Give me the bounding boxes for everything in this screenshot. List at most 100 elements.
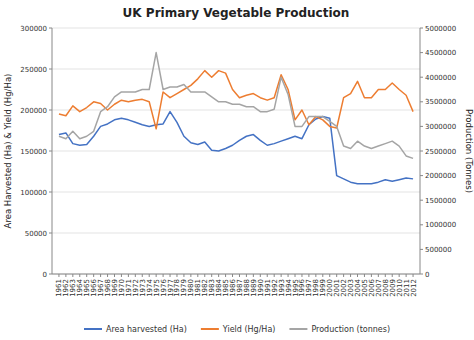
x-tick (211, 274, 212, 277)
x-tick (301, 274, 302, 277)
plot-area (59, 53, 413, 184)
x-tick (308, 274, 309, 277)
y-tick-label: 250000 (20, 66, 47, 74)
y2-tick-label: 2500000 (425, 148, 456, 156)
y2-tick (420, 101, 423, 102)
x-tick (406, 274, 407, 277)
x-tick (371, 274, 372, 277)
x-tick (413, 274, 414, 277)
x-tick (295, 274, 296, 277)
y-tick-label: 50000 (25, 230, 47, 238)
y2-tick (420, 175, 423, 176)
x-tick (288, 274, 289, 277)
grid-line (52, 69, 420, 70)
x-tick (197, 274, 198, 277)
x-tick (58, 274, 59, 277)
y-tick-label: 200000 (20, 107, 47, 115)
grid-line (52, 28, 420, 29)
x-tick (100, 274, 101, 277)
x-tick (385, 274, 386, 277)
y-tick-label: 100000 (20, 189, 47, 197)
x-tick (79, 274, 80, 277)
grid-line (52, 233, 420, 234)
legend-swatch (289, 328, 307, 330)
y-tick (49, 274, 52, 275)
chart: 0500001000001500002000002500003000000500… (0, 0, 474, 340)
x-tick (392, 274, 393, 277)
x-tick (357, 274, 358, 277)
y2-tick-label: 2000000 (425, 172, 456, 180)
y2-tick-label: 1000000 (425, 221, 456, 229)
legend-swatch (201, 328, 219, 330)
x-tick (204, 274, 205, 277)
x-tick (267, 274, 268, 277)
grid-line (52, 192, 420, 193)
y-tick-label: 0 (43, 271, 47, 279)
x-tick (142, 274, 143, 277)
y2-tick (420, 274, 423, 275)
y2-tick (420, 77, 423, 78)
series-line (59, 53, 413, 159)
legend-swatch (84, 328, 102, 330)
x-tick (350, 274, 351, 277)
y-tick (49, 192, 52, 193)
y2-tick (420, 52, 423, 53)
x-tick (246, 274, 247, 277)
legend-item: Area harvested (Ha) (84, 325, 187, 334)
x-tick (329, 274, 330, 277)
x-tick (378, 274, 379, 277)
y-tick (49, 28, 52, 29)
y2-tick (420, 151, 423, 152)
y-tick (49, 151, 52, 152)
x-tick (176, 274, 177, 277)
x-tick (281, 274, 282, 277)
x-tick (239, 274, 240, 277)
x-tick (218, 274, 219, 277)
x-tick-label: 2012 (410, 279, 418, 297)
x-tick (190, 274, 191, 277)
y-tick (49, 69, 52, 70)
y-tick (49, 233, 52, 234)
x-tick (364, 274, 365, 277)
x-tick (183, 274, 184, 277)
x-tick (135, 274, 136, 277)
y2-tick-label: 500000 (425, 246, 452, 254)
x-tick (343, 274, 344, 277)
x-tick (107, 274, 108, 277)
y2-tick (420, 126, 423, 127)
x-tick (65, 274, 66, 277)
y-tick (49, 110, 52, 111)
legend-label: Yield (Hg/Ha) (222, 325, 276, 334)
x-tick (114, 274, 115, 277)
y2-tick (420, 200, 423, 201)
y2-tick (420, 28, 423, 29)
y2-tick (420, 224, 423, 225)
x-tick (399, 274, 400, 277)
x-tick (225, 274, 226, 277)
x-tick (253, 274, 254, 277)
x-tick (163, 274, 164, 277)
x-tick (232, 274, 233, 277)
y2-tick (420, 249, 423, 250)
x-tick (93, 274, 94, 277)
x-tick (128, 274, 129, 277)
y2-tick-label: 3500000 (425, 98, 456, 106)
x-tick (336, 274, 337, 277)
x-tick (156, 274, 157, 277)
legend-item: Yield (Hg/Ha) (201, 325, 276, 334)
x-tick (121, 274, 122, 277)
y2-tick-label: 0 (425, 271, 429, 279)
legend: Area harvested (Ha) Yield (Hg/Ha) Producti… (84, 325, 390, 334)
y2-tick-label: 3000000 (425, 123, 456, 131)
series-line (59, 112, 413, 184)
x-tick (322, 274, 323, 277)
y-tick-label: 300000 (20, 25, 47, 33)
y-tick-label: 150000 (20, 148, 47, 156)
x-tick (170, 274, 171, 277)
legend-item: Production (tonnes) (289, 325, 390, 334)
y-axis-label: Area Harvested (Ha) & Yield (Hg/Ha) (3, 74, 13, 229)
y2-axis-label: Production (Tonnes) (464, 109, 474, 193)
y2-tick-label: 5000000 (425, 25, 456, 33)
grid-line (52, 151, 420, 152)
legend-label: Area harvested (Ha) (106, 325, 187, 334)
